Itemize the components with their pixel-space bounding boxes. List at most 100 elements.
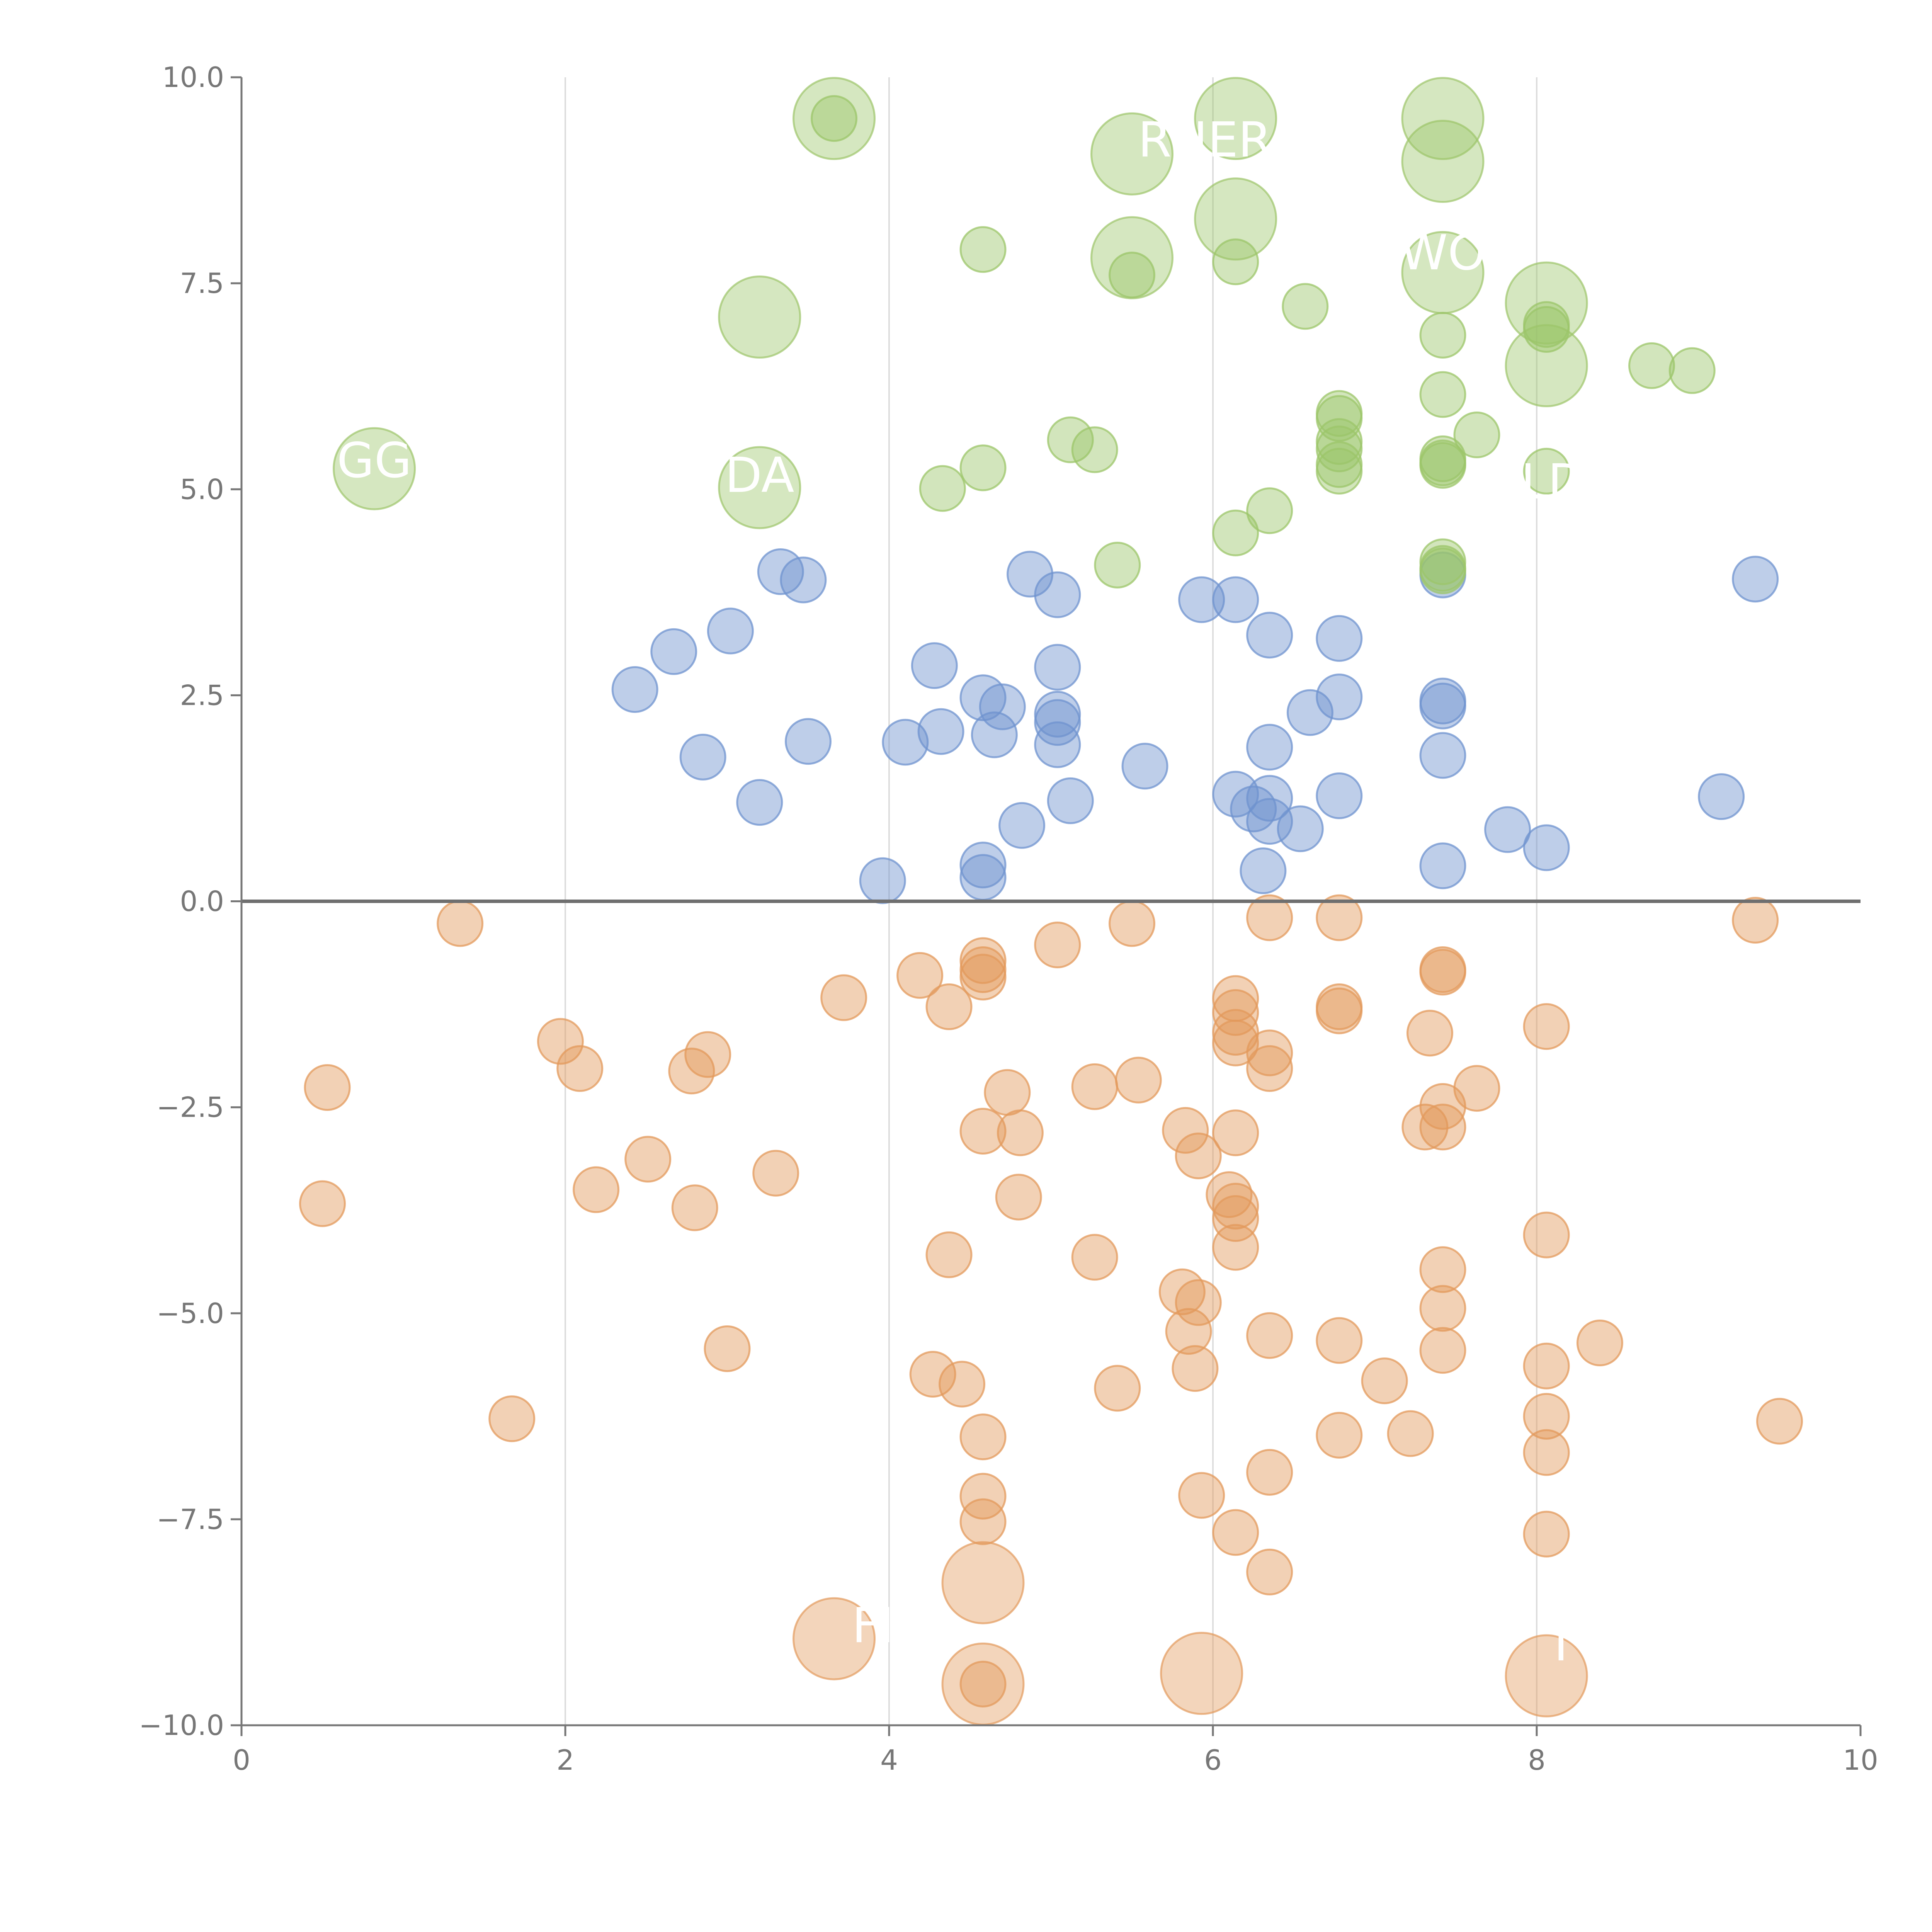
bubble-positive-44 xyxy=(1419,842,1466,889)
bubble-positive-6 xyxy=(780,556,827,604)
bubble-negative-67 xyxy=(1406,1010,1453,1057)
bubble-negative-39 xyxy=(1172,1345,1219,1392)
bubble-positive-24 xyxy=(1047,777,1094,824)
large-bubble-top-10 xyxy=(1401,231,1485,314)
bubble-positive-4 xyxy=(736,779,783,826)
bubble-negative-12 xyxy=(752,1150,799,1197)
bubble-positive-16 xyxy=(979,683,1026,730)
large-bubble-top-0 xyxy=(333,427,416,510)
bubble-negative-14 xyxy=(896,952,944,999)
large-bubble-top-2 xyxy=(718,446,801,529)
bubble-positive-31 xyxy=(1246,612,1293,659)
bubble-top-30 xyxy=(1628,342,1675,389)
bubble-layer xyxy=(299,95,1803,1708)
bubble-negative-61 xyxy=(1316,987,1363,1034)
bubble-positive-12 xyxy=(959,842,1007,889)
bubble-negative-76 xyxy=(1523,1003,1570,1050)
bubble-positive-25 xyxy=(1121,743,1168,790)
bubble-negative-46 xyxy=(1212,1224,1259,1271)
bubble-positive-19 xyxy=(1034,571,1081,618)
bubble-negative-62 xyxy=(1316,1317,1363,1364)
bubble-positive-34 xyxy=(1246,798,1293,845)
bubble-positive-0 xyxy=(611,666,658,713)
bubble-negative-84 xyxy=(1756,1398,1803,1445)
bubble-negative-38 xyxy=(1165,1308,1212,1355)
bubble-negative-64 xyxy=(1361,1357,1408,1405)
bubble-top-19 xyxy=(1419,371,1466,418)
bubble-positive-7 xyxy=(785,718,832,765)
bubble-top-10 xyxy=(1246,487,1293,534)
bubble-negative-4 xyxy=(537,1018,584,1065)
bubble-positive-20 xyxy=(1034,644,1081,691)
bubble-positive-2 xyxy=(679,733,726,781)
bubble-negative-9 xyxy=(671,1184,718,1231)
bubble-positive-37 xyxy=(1316,615,1363,662)
bubble-negative-57 xyxy=(1246,1449,1293,1496)
x-tick-label-5: 10 xyxy=(1843,1744,1878,1776)
bubble-negative-71 xyxy=(1419,1104,1466,1151)
bubble-positive-23 xyxy=(1034,721,1081,768)
axis-layer: 10.0 7.5 5.0 2.5 0.0 −2.5 −5.0 −7.5 −10.0 0 2 4 6 8 10 xyxy=(139,61,1878,1776)
large-bubble-top-6 xyxy=(1194,77,1277,160)
bubble-top-4 xyxy=(1047,416,1094,463)
large-bubble-top-3 xyxy=(793,77,876,160)
bubble-negative-79 xyxy=(1523,1393,1570,1440)
bubble-top-6 xyxy=(1094,541,1141,588)
bubble-negative-82 xyxy=(1576,1320,1623,1367)
bubble-positive-43 xyxy=(1419,732,1466,779)
bubble-positive-3 xyxy=(707,607,754,655)
bubble-positive-35 xyxy=(1277,805,1324,852)
bubble-negative-1 xyxy=(304,1064,351,1111)
y-tick-label-0: 10.0 xyxy=(162,61,224,94)
bubble-negative-41 xyxy=(1175,1132,1222,1179)
bubble-negative-17 xyxy=(925,1231,973,1278)
bubble-negative-30 xyxy=(1034,922,1081,969)
large-bubble-negative-17 xyxy=(1505,1634,1588,1718)
bubble-negative-15 xyxy=(909,1351,956,1398)
large-bubble-negative-16 xyxy=(1160,1632,1243,1715)
bubble-negative-78 xyxy=(1523,1342,1570,1389)
bubble-top-11 xyxy=(1282,283,1329,330)
bubble-negative-59 xyxy=(1316,894,1363,941)
y-tick-label-2: 5.0 xyxy=(180,473,224,505)
bubble-positive-42 xyxy=(1419,682,1466,730)
bubble-negative-58 xyxy=(1246,1548,1293,1595)
bubble-top-9 xyxy=(1212,509,1259,556)
bubble-negative-56 xyxy=(1246,1312,1293,1359)
annotation-label-4: LD xyxy=(1521,454,1585,510)
x-tick-label-4: 8 xyxy=(1528,1744,1546,1776)
large-bubble-negative-14 xyxy=(941,1541,1025,1624)
bubble-negative-11 xyxy=(704,1325,751,1372)
bubble-negative-66 xyxy=(1401,1104,1449,1151)
bubble-negative-51 xyxy=(1212,1109,1259,1156)
bubble-top-2 xyxy=(959,226,1007,273)
large-bubble-negative-15 xyxy=(941,1642,1025,1726)
bubble-negative-26 xyxy=(959,1660,1007,1708)
large-bubble-top-1 xyxy=(718,276,801,359)
bubble-negative-18 xyxy=(939,1361,986,1408)
bubble-positive-39 xyxy=(1316,772,1363,820)
bubble-positive-17 xyxy=(998,802,1046,849)
y-tick-label-1: 7.5 xyxy=(180,267,224,299)
bubble-positive-13 xyxy=(959,854,1007,901)
bubble-positive-36 xyxy=(1286,689,1333,736)
bubble-negative-24 xyxy=(959,1473,1007,1520)
bubble-negative-25 xyxy=(959,1498,1007,1545)
bubble-negative-21 xyxy=(959,954,1007,1001)
bubble-negative-37 xyxy=(1162,1107,1209,1154)
y-tick-label-7: −7.5 xyxy=(156,1503,224,1536)
bubble-positive-27 xyxy=(1212,576,1259,623)
bubble-top-0 xyxy=(811,95,858,142)
bubble-negative-32 xyxy=(1071,1234,1118,1281)
x-tick-label-3: 6 xyxy=(1204,1744,1222,1776)
large-bubble-top-7 xyxy=(1194,177,1277,261)
bubble-positive-11 xyxy=(917,708,964,755)
bubble-negative-74 xyxy=(1419,1327,1466,1374)
bubble-negative-65 xyxy=(1387,1410,1434,1457)
y-tick-label-4: 0.0 xyxy=(180,885,224,918)
bubble-negative-27 xyxy=(984,1069,1031,1116)
annotation-label-5: FI xyxy=(852,1598,894,1654)
bubble-negative-42 xyxy=(1178,1472,1225,1519)
